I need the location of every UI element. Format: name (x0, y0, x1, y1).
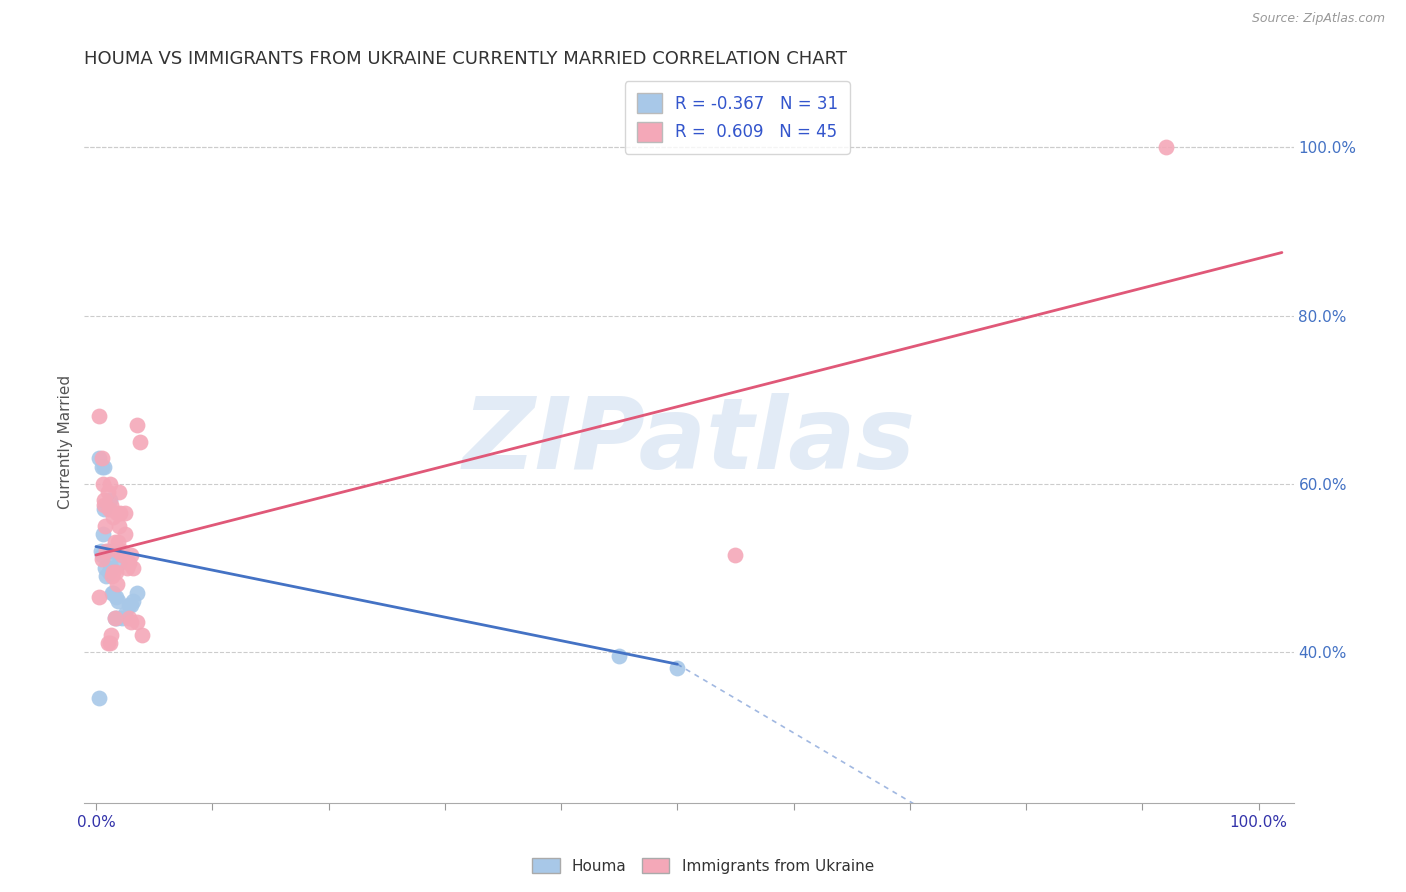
Point (110, 548, 132, 562)
Point (90, 543, 112, 558)
Point (101, 569, 124, 583)
Point (129, 434, 152, 449)
Point (122, 560, 145, 574)
Point (117, 560, 139, 574)
Point (103, 565, 125, 579)
Point (131, 628, 153, 642)
Point (104, 611, 127, 625)
Point (89, 690, 111, 705)
Y-axis label: Currently Married: Currently Married (58, 375, 73, 508)
Point (120, 599, 142, 613)
Point (90, 451, 112, 466)
Point (89, 590, 111, 604)
Point (108, 518, 131, 533)
Point (96, 543, 118, 558)
Point (90, 552, 112, 566)
Text: HOUMA VS IMMIGRANTS FROM UKRAINE CURRENTLY MARRIED CORRELATION CHART: HOUMA VS IMMIGRANTS FROM UKRAINE CURRENT… (84, 50, 848, 68)
Legend: R = -0.367   N = 31, R =  0.609   N = 45: R = -0.367 N = 31, R = 0.609 N = 45 (624, 81, 849, 153)
Point (105, 577, 128, 591)
Point (108, 485, 131, 500)
Point (110, 611, 132, 625)
Point (120, 615, 142, 630)
Point (97, 565, 120, 579)
Point (107, 594, 129, 608)
Point (104, 590, 127, 604)
Point (103, 510, 125, 524)
Point (1154, 140, 1177, 154)
Point (117, 611, 139, 625)
Point (125, 417, 148, 432)
Point (94, 518, 117, 533)
Point (108, 557, 131, 571)
Point (114, 527, 136, 541)
Point (122, 594, 145, 608)
Point (114, 607, 136, 621)
Point (90, 548, 112, 562)
Point (98, 493, 121, 508)
Point (90, 459, 112, 474)
Point (120, 548, 142, 562)
Text: ZIPatlas: ZIPatlas (463, 393, 915, 490)
Point (125, 615, 148, 630)
Point (91, 527, 114, 541)
Point (110, 506, 132, 520)
Point (97, 485, 120, 500)
Point (93, 493, 115, 508)
Point (97, 543, 120, 558)
Point (117, 599, 139, 613)
Point (94, 560, 117, 574)
Point (104, 565, 127, 579)
Point (125, 586, 148, 600)
Point (100, 498, 122, 512)
Point (110, 543, 132, 558)
Point (105, 506, 128, 520)
Point (104, 611, 127, 625)
Point (91, 476, 114, 491)
Point (98, 476, 121, 491)
Point (607, 648, 630, 663)
Point (666, 661, 689, 675)
Point (103, 586, 125, 600)
Point (93, 498, 115, 512)
Point (114, 506, 136, 520)
Point (724, 548, 747, 562)
Point (97, 636, 120, 650)
Point (105, 611, 128, 625)
Point (97, 501, 120, 516)
Point (89, 409, 111, 424)
Point (98, 557, 121, 571)
Legend: Houma, Immigrants from Ukraine: Houma, Immigrants from Ukraine (526, 852, 880, 880)
Point (107, 543, 129, 558)
Point (100, 560, 122, 574)
Text: Source: ZipAtlas.com: Source: ZipAtlas.com (1251, 12, 1385, 25)
Point (107, 535, 129, 549)
Point (93, 501, 115, 516)
Point (96, 569, 118, 583)
Point (98, 636, 121, 650)
Point (117, 557, 139, 571)
Point (103, 543, 125, 558)
Point (89, 451, 111, 466)
Point (101, 586, 124, 600)
Point (104, 535, 127, 549)
Point (100, 628, 122, 642)
Point (93, 459, 115, 474)
